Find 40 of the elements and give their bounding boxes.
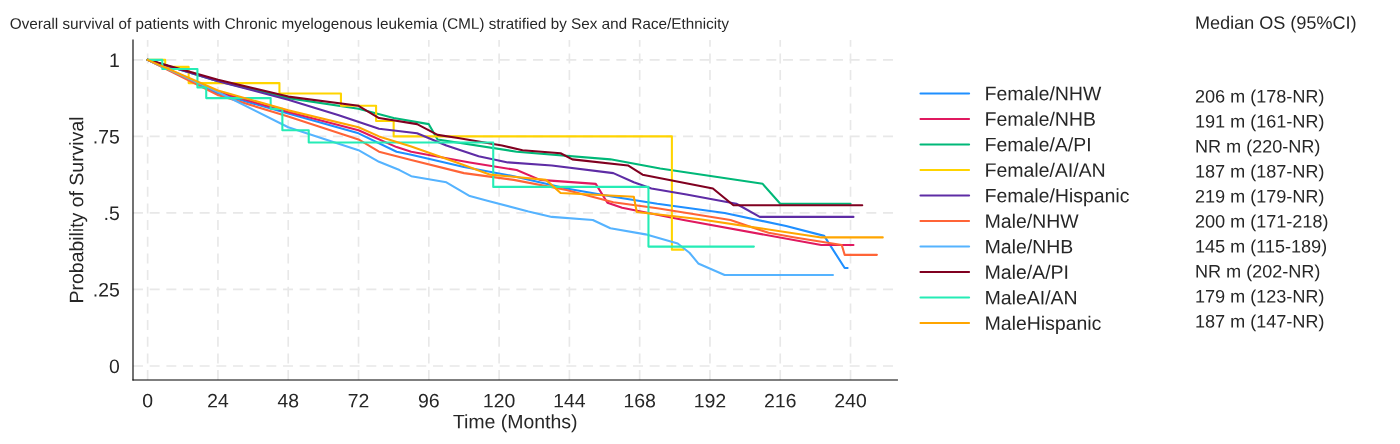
- legend-label: Female/NHW: [986, 86, 1102, 101]
- x-tick-label: 120: [484, 393, 515, 408]
- text: NR m (220-NR): [1196, 139, 1320, 157]
- text: 187 m (147-NR): [1196, 314, 1324, 332]
- y-tick-label: .5: [105, 206, 119, 221]
- legend-label: Female/AI/AN: [986, 162, 1105, 177]
- legend-label: Female/A/PI: [986, 137, 1090, 152]
- text: 187 m (187-NR): [1196, 164, 1324, 182]
- y-axis-title: Probability of Survival: [69, 117, 88, 302]
- x-tick-label: 144: [554, 393, 586, 408]
- y-tick-label: 1: [110, 53, 119, 67]
- x-axis-title: Time (Months): [453, 414, 577, 433]
- text: 179 m (123-NR): [1196, 289, 1324, 307]
- x-tick-label: 96: [418, 393, 439, 408]
- y-tick-label: .75: [94, 130, 119, 144]
- legend-label: Male/NHB: [986, 239, 1073, 254]
- x-tick-label: 0: [143, 393, 153, 408]
- x-tick-label: 24: [208, 393, 229, 408]
- x-tick-label: 168: [624, 393, 656, 408]
- legend-label: MaleAI/AN: [986, 290, 1076, 305]
- y-tick-label: .25: [94, 282, 119, 297]
- text: NR m (202-NR): [1196, 264, 1320, 282]
- chart-title: Overall survival of patients with Chronic myelogenous leukemia (CML) stratified by Sex and Race/Ethnicity: [10, 17, 729, 33]
- text: 206 m (178-NR): [1195, 89, 1324, 107]
- x-tick-label: 216: [765, 393, 796, 408]
- text: 200 m (171-218): [1195, 214, 1328, 232]
- x-tick-label: 72: [348, 393, 369, 408]
- text: 219 m (179-NR): [1195, 189, 1324, 207]
- x-tick-label: 48: [277, 393, 299, 408]
- x-tick-label: 240: [835, 393, 866, 408]
- text: Median OS (95%CI): [1196, 15, 1356, 33]
- text: 191 m (161-NR): [1196, 114, 1324, 132]
- x-tick-label: 192: [695, 393, 726, 408]
- legend-label: MaleHispanic: [986, 315, 1101, 334]
- text: 145 m (115-189): [1196, 239, 1327, 257]
- legend-label: Female/NHB: [986, 111, 1095, 126]
- legend-label: Male/NHW: [986, 213, 1079, 228]
- legend-label: Male/A/PI: [986, 264, 1068, 280]
- legend-label: Female/Hispanic: [986, 188, 1129, 207]
- y-tick-label: 0: [109, 359, 120, 374]
